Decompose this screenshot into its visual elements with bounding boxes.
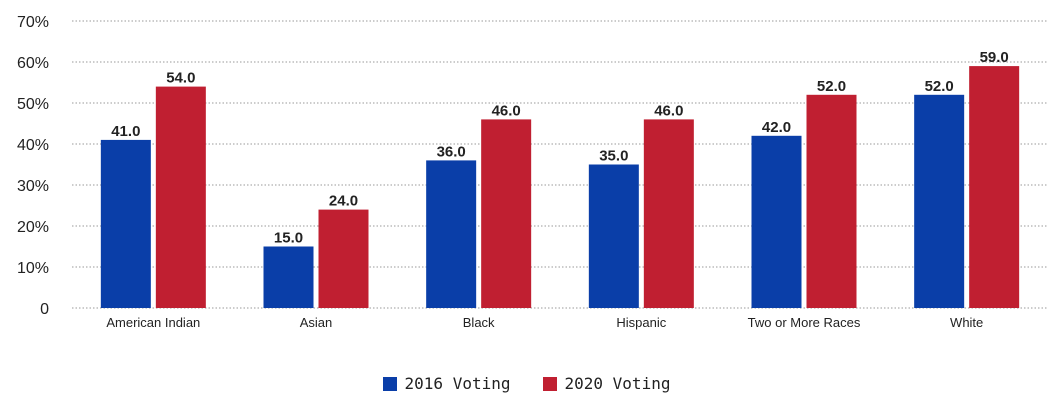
bar-2016-voting[interactable]	[588, 164, 639, 309]
bar-2016-voting[interactable]	[751, 135, 802, 308]
data-label: 54.0	[166, 70, 195, 87]
gridlines	[72, 20, 1048, 309]
bar-2016-voting[interactable]	[426, 160, 477, 308]
bar-2016-voting[interactable]	[263, 246, 314, 309]
legend-item-2016[interactable]: 2016 Voting	[382, 374, 511, 393]
legend: 2016 Voting 2020 Voting	[0, 374, 1053, 393]
x-tick-label: Black	[463, 315, 495, 330]
x-tick-label: Two or More Races	[748, 315, 861, 330]
y-tick-label: 40%	[17, 137, 49, 154]
y-tick-label: 50%	[17, 96, 49, 113]
bar-2020-voting[interactable]	[969, 66, 1020, 308]
data-label: 59.0	[980, 49, 1009, 66]
bars	[100, 66, 1020, 309]
x-tick-label: Asian	[300, 315, 333, 330]
data-label: 41.0	[111, 123, 140, 140]
bar-2016-voting[interactable]	[100, 139, 151, 308]
bar-2020-voting[interactable]	[643, 119, 694, 309]
y-tick-label: 60%	[17, 55, 49, 72]
bar-2020-voting[interactable]	[155, 86, 206, 308]
y-tick-label: 30%	[17, 178, 49, 195]
x-tick-label: Hispanic	[616, 315, 666, 330]
bar-2020-voting[interactable]	[481, 119, 532, 309]
data-labels: 41.0 54.0 15.0 24.0 36.0 46.0 35.0 46.0 42.0 52.0…	[111, 49, 1009, 246]
y-tick-label: 0	[40, 301, 49, 318]
x-axis: American Indian Asian Black Hispanic Two or …	[106, 315, 983, 330]
data-label: 36.0	[437, 143, 466, 160]
legend-label-2020: 2020 Voting	[564, 374, 671, 393]
data-label: 52.0	[817, 78, 846, 95]
bar-2020-voting[interactable]	[806, 94, 857, 308]
y-axis: 0 10% 20% 30% 40% 50% 60% 70%	[17, 14, 49, 318]
data-label: 52.0	[925, 78, 954, 95]
y-tick-label: 10%	[17, 260, 49, 277]
bar-2016-voting[interactable]	[914, 94, 965, 308]
data-label: 24.0	[329, 193, 358, 210]
bar-2020-voting[interactable]	[318, 209, 369, 308]
data-label: 46.0	[492, 102, 521, 119]
y-tick-label: 70%	[17, 14, 49, 31]
y-tick-label: 20%	[17, 219, 49, 236]
legend-swatch-2020	[542, 376, 557, 391]
data-label: 35.0	[599, 148, 628, 165]
x-tick-label: White	[950, 315, 983, 330]
x-tick-label: American Indian	[106, 315, 200, 330]
data-label: 15.0	[274, 230, 303, 247]
data-label: 46.0	[654, 102, 683, 119]
legend-label-2016: 2016 Voting	[404, 374, 511, 393]
legend-swatch-2016	[382, 376, 397, 391]
legend-item-2020[interactable]: 2020 Voting	[542, 374, 671, 393]
data-label: 42.0	[762, 119, 791, 136]
